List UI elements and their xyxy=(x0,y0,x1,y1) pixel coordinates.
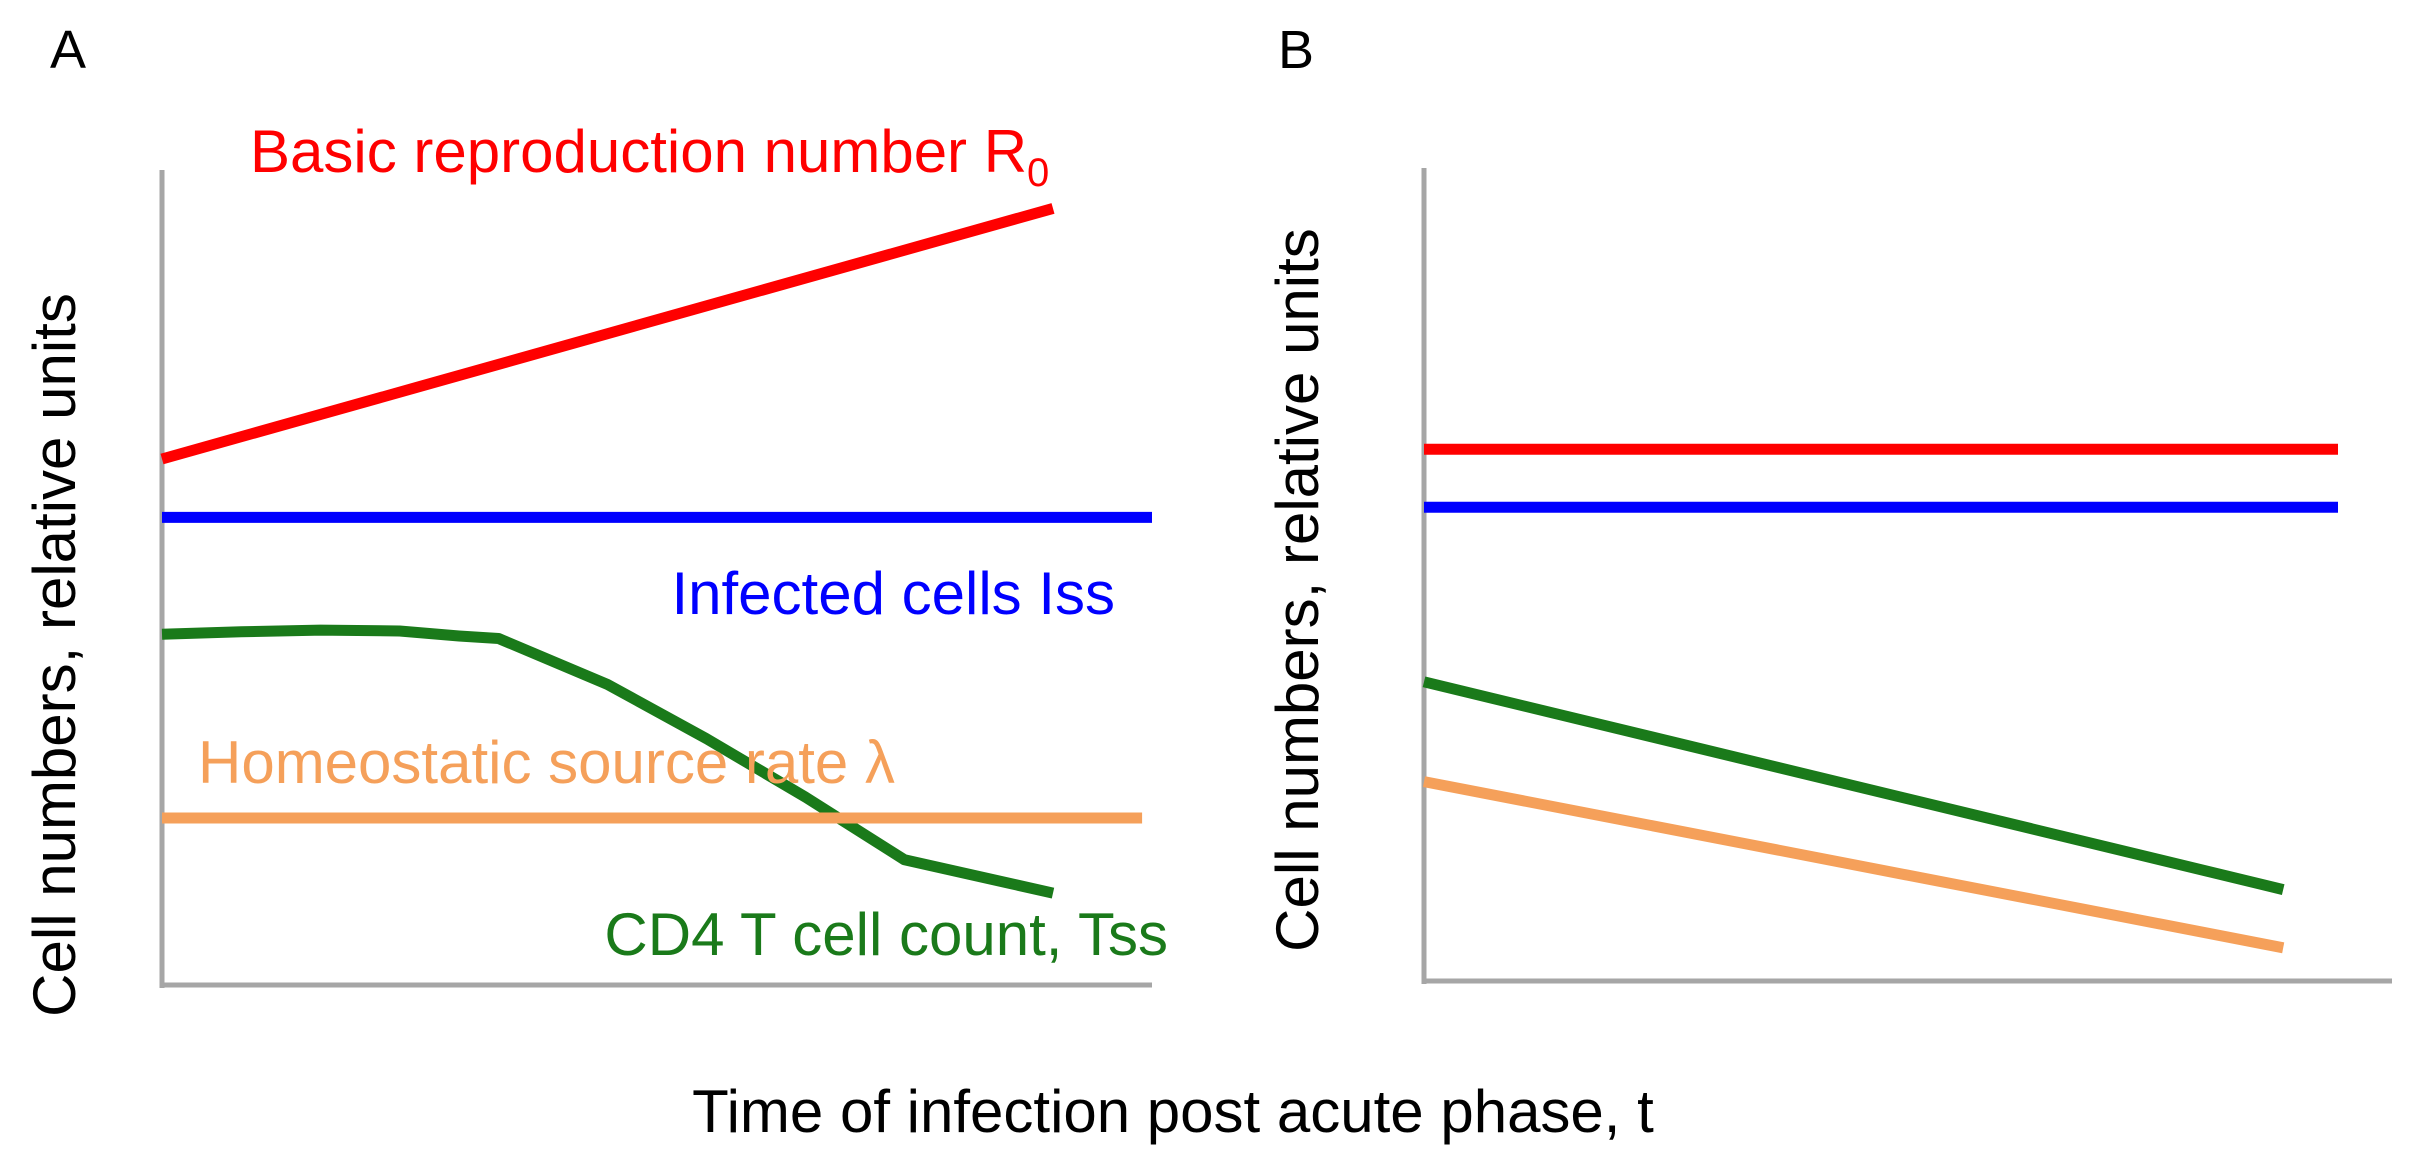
panel-b-letter: B xyxy=(1278,20,1314,80)
panel-a: A Cell numbers, relative units Basic rep… xyxy=(21,20,1168,1017)
panel-a-series-r0-line xyxy=(160,203,1055,465)
label-r0-sub: 0 xyxy=(1027,151,1049,195)
panel-a-lines xyxy=(160,203,1152,899)
panel-a-ylabel: Cell numbers, relative units xyxy=(21,293,88,1017)
label-r0: Basic reproduction number R0 xyxy=(250,118,1049,195)
x-axis-label: Time of infection post acute phase, t xyxy=(692,1078,1654,1145)
panel-b-axes xyxy=(1421,168,2392,984)
label-source: Homeostatic source rate λ xyxy=(198,729,895,796)
panel-a-letter: A xyxy=(50,20,86,80)
panel-b-lines xyxy=(1422,443,2338,954)
panel-b-ylabel: Cell numbers, relative units xyxy=(1264,228,1331,952)
panel-b: B Cell numbers, relative units xyxy=(1264,20,2392,984)
label-infected: Infected cells Iss xyxy=(671,560,1115,627)
label-r0-main: Basic reproduction number R xyxy=(250,118,1027,185)
label-cd4: CD4 T cell count, Tss xyxy=(604,901,1168,968)
panel-a-axes xyxy=(159,170,1152,988)
panel-b-series-cd4-line xyxy=(1422,676,2285,895)
panel-b-series-source-line xyxy=(1422,776,2285,954)
